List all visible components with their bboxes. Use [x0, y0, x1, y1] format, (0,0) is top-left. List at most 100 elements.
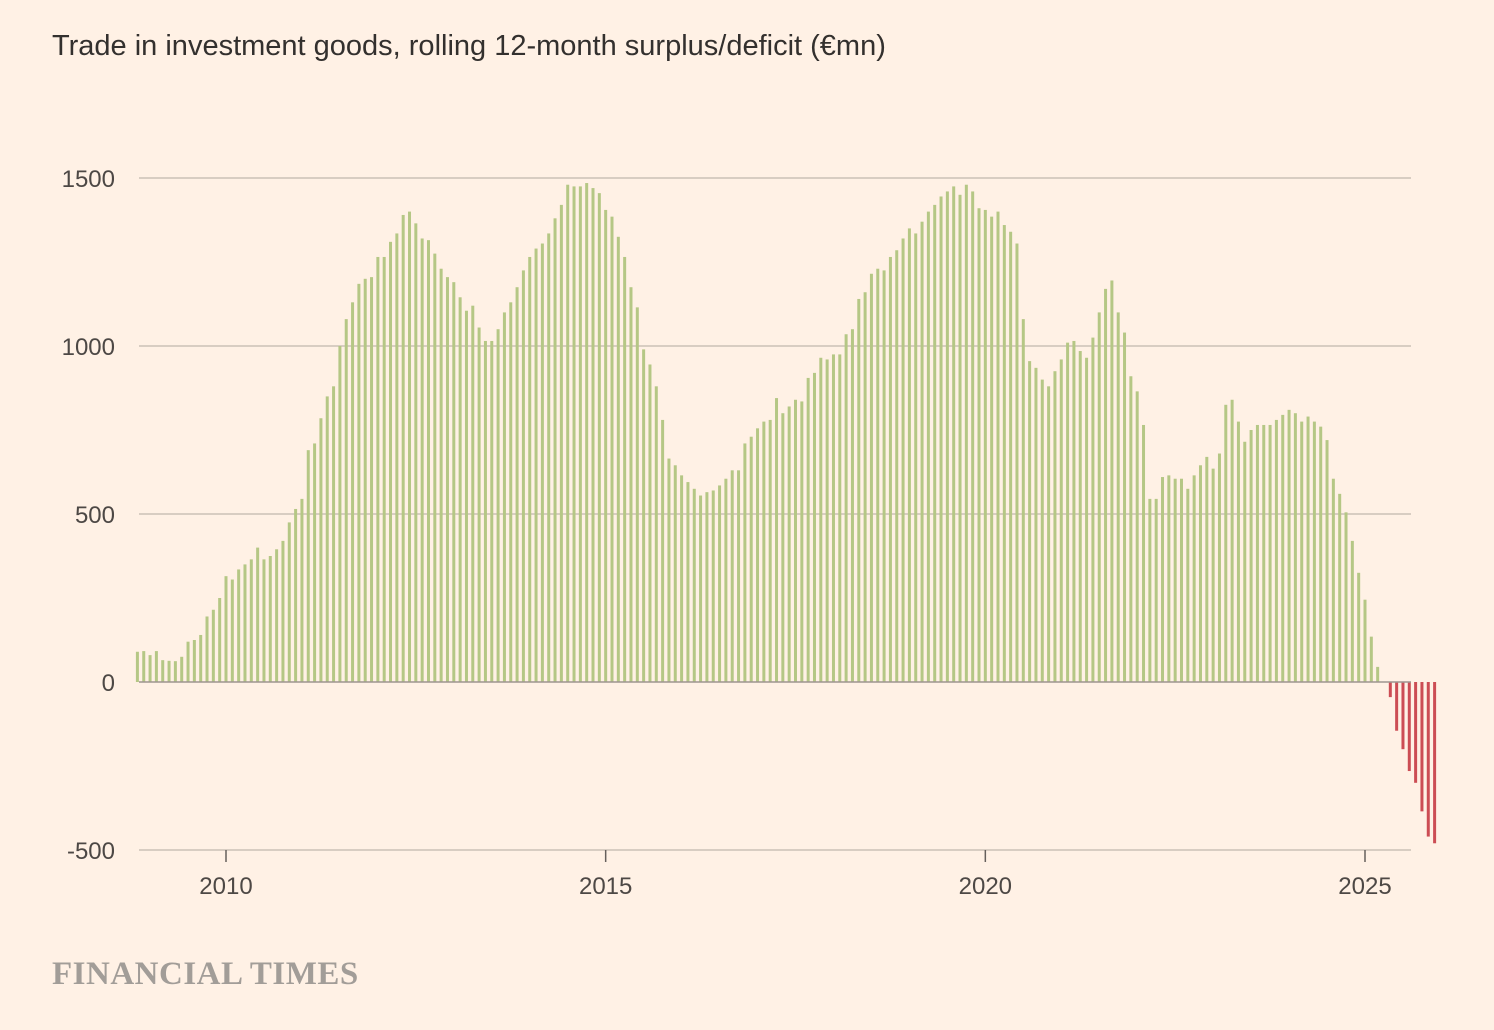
bar — [426, 240, 430, 682]
bar — [718, 485, 722, 682]
bar — [452, 282, 456, 682]
x-tick-label: 2025 — [1338, 873, 1391, 900]
bar — [825, 359, 829, 682]
y-tick-label: 0 — [102, 670, 115, 697]
bar — [623, 256, 627, 682]
y-axis-tick-labels: 1500 1000 500 0 -500 — [62, 166, 115, 865]
bar — [325, 396, 329, 682]
bar — [1319, 426, 1323, 682]
bar — [1331, 478, 1335, 682]
bar — [287, 522, 291, 682]
bar — [1388, 682, 1392, 698]
bar — [1021, 319, 1025, 682]
bar — [1015, 243, 1019, 682]
bar — [1148, 498, 1152, 682]
bar — [869, 273, 873, 682]
bar — [344, 319, 348, 682]
bar — [768, 419, 772, 682]
bar — [749, 436, 753, 682]
bar — [939, 196, 943, 683]
bar — [629, 287, 633, 682]
bar — [642, 349, 646, 682]
bar — [680, 475, 684, 682]
bar — [186, 641, 190, 682]
bar — [483, 340, 487, 682]
bar — [673, 465, 677, 682]
bar — [1034, 367, 1038, 682]
bar — [401, 214, 405, 682]
bar — [876, 268, 880, 682]
bar — [281, 540, 285, 682]
bar — [1338, 493, 1342, 682]
bar — [154, 651, 158, 682]
bar — [1028, 361, 1032, 682]
bar — [1414, 682, 1418, 783]
bar — [730, 470, 734, 682]
bar — [888, 256, 892, 682]
bar — [794, 399, 797, 682]
bar — [933, 204, 937, 682]
bar — [161, 660, 165, 682]
bar — [1154, 498, 1158, 682]
bar — [635, 307, 639, 682]
bar — [547, 233, 551, 682]
bar — [844, 334, 848, 682]
bar — [958, 194, 962, 683]
bar — [420, 238, 424, 683]
bar — [382, 256, 386, 682]
bar — [1376, 666, 1380, 682]
bar — [1230, 399, 1234, 682]
bar — [990, 216, 994, 682]
bar — [610, 216, 614, 682]
bar — [1281, 414, 1285, 682]
bar — [268, 556, 272, 682]
bar — [1123, 332, 1127, 682]
bar — [553, 218, 557, 682]
bar — [509, 302, 513, 682]
bar — [812, 372, 816, 682]
bar — [319, 418, 323, 682]
bar — [1211, 468, 1215, 682]
bar — [249, 559, 253, 682]
bar — [1401, 682, 1405, 750]
bar — [838, 354, 842, 682]
bar — [224, 576, 228, 682]
bar — [1053, 371, 1057, 682]
bar — [528, 256, 532, 682]
bar — [1091, 337, 1095, 682]
y-tick-label: 500 — [75, 502, 115, 529]
bar — [800, 401, 804, 682]
bar — [756, 428, 760, 682]
bar — [1249, 430, 1253, 682]
bar — [1357, 572, 1361, 682]
bar — [1078, 351, 1082, 682]
bar — [1072, 340, 1076, 682]
bar — [275, 549, 279, 682]
x-tick-label: 2020 — [959, 873, 1012, 900]
bar — [572, 186, 576, 682]
bar — [1085, 357, 1089, 682]
bar — [1224, 404, 1228, 682]
x-axis-ticks: 2010 2015 2020 2025 — [199, 850, 1392, 900]
bar — [737, 470, 741, 682]
bar — [521, 270, 525, 682]
x-tick-label: 2015 — [579, 873, 632, 900]
bar — [597, 193, 601, 682]
bar — [180, 656, 184, 682]
bar — [907, 228, 911, 682]
bar — [192, 640, 196, 682]
bar — [351, 302, 355, 682]
bar — [1300, 421, 1304, 682]
y-tick-label: 1500 — [62, 166, 115, 193]
bar — [167, 660, 171, 682]
bar — [1262, 424, 1266, 682]
bar — [996, 211, 1000, 682]
bar — [1363, 599, 1367, 682]
bar — [699, 495, 703, 682]
bar — [1009, 231, 1013, 682]
bar — [983, 209, 987, 683]
bar — [1104, 288, 1108, 682]
bar — [464, 310, 468, 682]
bar — [743, 443, 747, 682]
bar — [1161, 477, 1165, 682]
